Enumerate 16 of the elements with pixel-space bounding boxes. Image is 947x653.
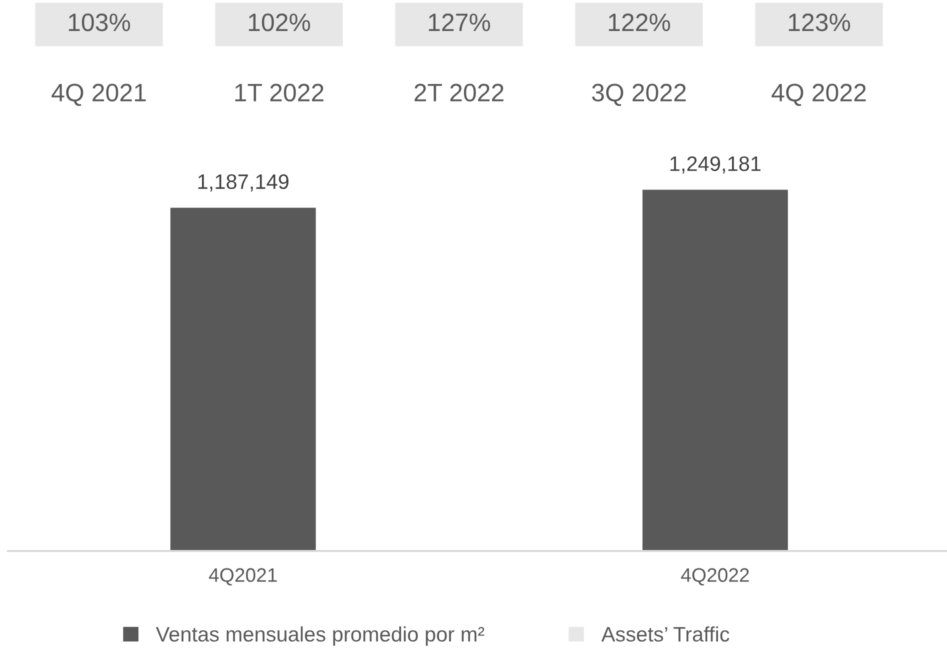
data-label: 123% [788, 14, 850, 32]
data-label: 102% [248, 14, 310, 32]
x-tick-label: 4Q2022 [681, 568, 749, 586]
legend-label: Ventas mensuales promedio por m² [156, 626, 484, 646]
x-tick-label: 4Q2021 [208, 568, 277, 586]
category-label: 1T 2022 [235, 84, 324, 102]
data-label: 122% [608, 14, 670, 32]
data-label: 127% [428, 14, 490, 32]
data-label: 1,187,149 [198, 174, 288, 192]
category-label: 3Q 2022 [592, 84, 686, 106]
legend-label: Assets’ Traffic [601, 626, 730, 642]
category-label: 4Q 2021 [52, 84, 146, 106]
category-label: 2T 2022 [414, 84, 504, 102]
data-label: 1,249,181 [670, 156, 761, 174]
data-label: 103% [68, 14, 130, 32]
category-label: 4Q 2022 [772, 84, 866, 106]
